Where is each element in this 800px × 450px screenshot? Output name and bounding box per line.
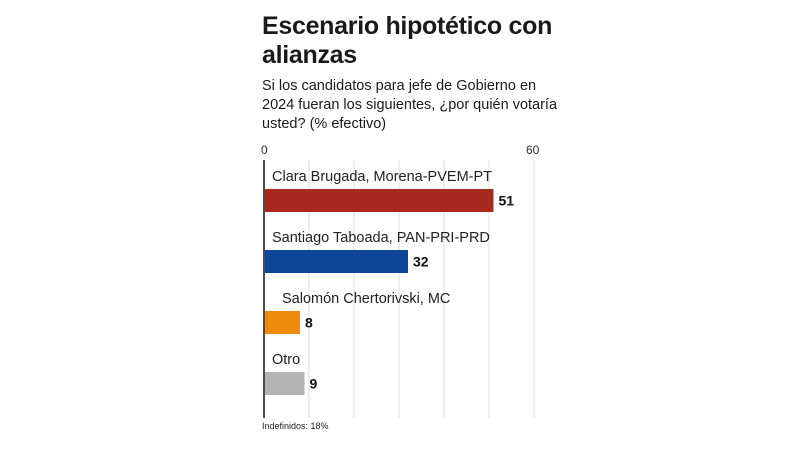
value-label: 32 <box>413 254 429 270</box>
bar-row: Otro 9 <box>265 352 318 395</box>
bar-row: Clara Brugada, Morena-PVEM-PT 51 <box>265 169 514 212</box>
bar <box>265 311 300 334</box>
value-label: 51 <box>499 193 515 209</box>
bar <box>265 189 494 212</box>
tick-labels: 0 60 <box>261 143 540 157</box>
category-label: Clara Brugada, Morena-PVEM-PT <box>272 169 492 185</box>
bars: Clara Brugada, Morena-PVEM-PT 51 Santiago … <box>265 169 514 395</box>
bar-row: Santiago Taboada, PAN-PRI-PRD 32 <box>265 230 490 273</box>
category-label: Santiago Taboada, PAN-PRI-PRD <box>272 230 490 246</box>
bar-row: Salomón Chertorivski, MC 8 <box>265 291 450 334</box>
footnote: Indefinidos: 18% <box>262 421 329 431</box>
chart-title: Escenario hipotético con alianzas <box>262 12 553 69</box>
value-label: 9 <box>310 376 318 392</box>
value-label: 8 <box>305 315 313 331</box>
category-label: Salomón Chertorivski, MC <box>282 291 450 307</box>
category-label: Otro <box>272 352 300 368</box>
bar <box>265 250 408 273</box>
chart-subtitle: Si los candidatos para jefe de Gobierno … <box>262 78 558 132</box>
tick-label-0: 0 <box>261 143 268 157</box>
tick-label-60: 60 <box>526 143 540 157</box>
bar <box>265 372 305 395</box>
